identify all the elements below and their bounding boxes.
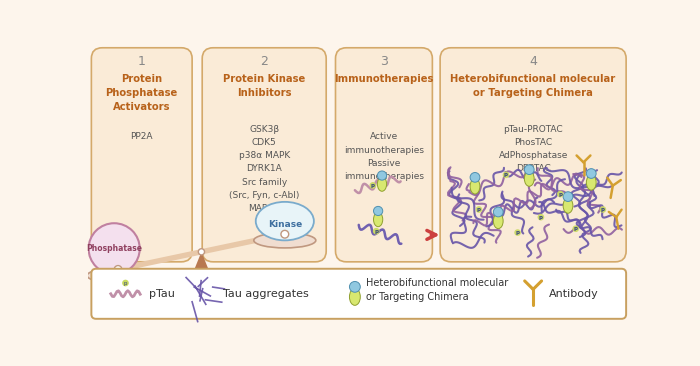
Text: p: p	[559, 191, 562, 197]
Circle shape	[377, 171, 386, 180]
Circle shape	[587, 169, 596, 178]
Text: Immunotherapies: Immunotherapies	[335, 74, 433, 84]
Ellipse shape	[587, 175, 596, 190]
Text: 1: 1	[138, 55, 146, 68]
FancyBboxPatch shape	[92, 269, 626, 319]
Circle shape	[281, 230, 288, 238]
Text: 3: 3	[380, 55, 388, 68]
Ellipse shape	[87, 268, 149, 283]
Text: 2: 2	[260, 55, 268, 68]
Ellipse shape	[563, 198, 573, 213]
Text: PP2A: PP2A	[130, 132, 153, 142]
Text: pTau: pTau	[150, 289, 176, 299]
Text: p: p	[574, 226, 578, 231]
Polygon shape	[118, 232, 286, 272]
Polygon shape	[184, 252, 218, 294]
FancyBboxPatch shape	[335, 48, 433, 262]
Circle shape	[114, 266, 122, 273]
Circle shape	[470, 172, 480, 182]
Text: p: p	[504, 172, 508, 177]
Ellipse shape	[374, 212, 383, 227]
Circle shape	[349, 281, 360, 292]
Text: p: p	[539, 215, 543, 220]
Ellipse shape	[377, 177, 386, 191]
Ellipse shape	[494, 213, 503, 229]
Text: 4: 4	[529, 55, 537, 68]
Ellipse shape	[349, 288, 360, 305]
Circle shape	[494, 207, 503, 217]
Ellipse shape	[470, 179, 480, 194]
Text: Antibody: Antibody	[549, 289, 598, 299]
Circle shape	[89, 223, 140, 274]
Text: Protein Kinase
Inhibitors: Protein Kinase Inhibitors	[223, 74, 305, 98]
Text: Protein
Phosphatase
Activators: Protein Phosphatase Activators	[106, 74, 178, 112]
Circle shape	[563, 192, 573, 201]
Ellipse shape	[254, 233, 316, 248]
Text: Kinase: Kinase	[267, 220, 302, 229]
Text: Tau aggregates: Tau aggregates	[223, 289, 309, 299]
Text: p: p	[477, 207, 481, 212]
Text: p: p	[374, 229, 378, 234]
Circle shape	[524, 165, 534, 175]
Text: Heterobifunctional molecular
or Targeting Chimera: Heterobifunctional molecular or Targetin…	[451, 74, 616, 98]
Text: Active
immunotherapies
Passive
immunotherapies: Active immunotherapies Passive immunothe…	[344, 132, 424, 181]
Text: p: p	[601, 207, 605, 212]
Text: p: p	[371, 183, 374, 188]
Text: GSK3β
CDK5
p38α MAPK
DYRK1A
Src family
(Src, Fyn, c-Abl)
MARK4: GSK3β CDK5 p38α MAPK DYRK1A Src family (…	[229, 125, 300, 213]
FancyBboxPatch shape	[202, 48, 326, 262]
Ellipse shape	[256, 202, 314, 240]
Text: p: p	[516, 230, 519, 235]
Text: p: p	[124, 280, 127, 285]
Ellipse shape	[524, 171, 534, 186]
Circle shape	[198, 249, 204, 255]
FancyBboxPatch shape	[92, 48, 192, 262]
Text: pTau-PROTAC
PhosTAC
AdPhosphatase
DEPTAC: pTau-PROTAC PhosTAC AdPhosphatase DEPTAC	[498, 125, 568, 173]
Text: Phosphatase: Phosphatase	[86, 244, 142, 253]
FancyBboxPatch shape	[440, 48, 626, 262]
Circle shape	[374, 206, 383, 216]
Text: Heterobifunctional molecular
or Targeting Chimera: Heterobifunctional molecular or Targetin…	[365, 278, 508, 302]
Polygon shape	[178, 294, 225, 302]
